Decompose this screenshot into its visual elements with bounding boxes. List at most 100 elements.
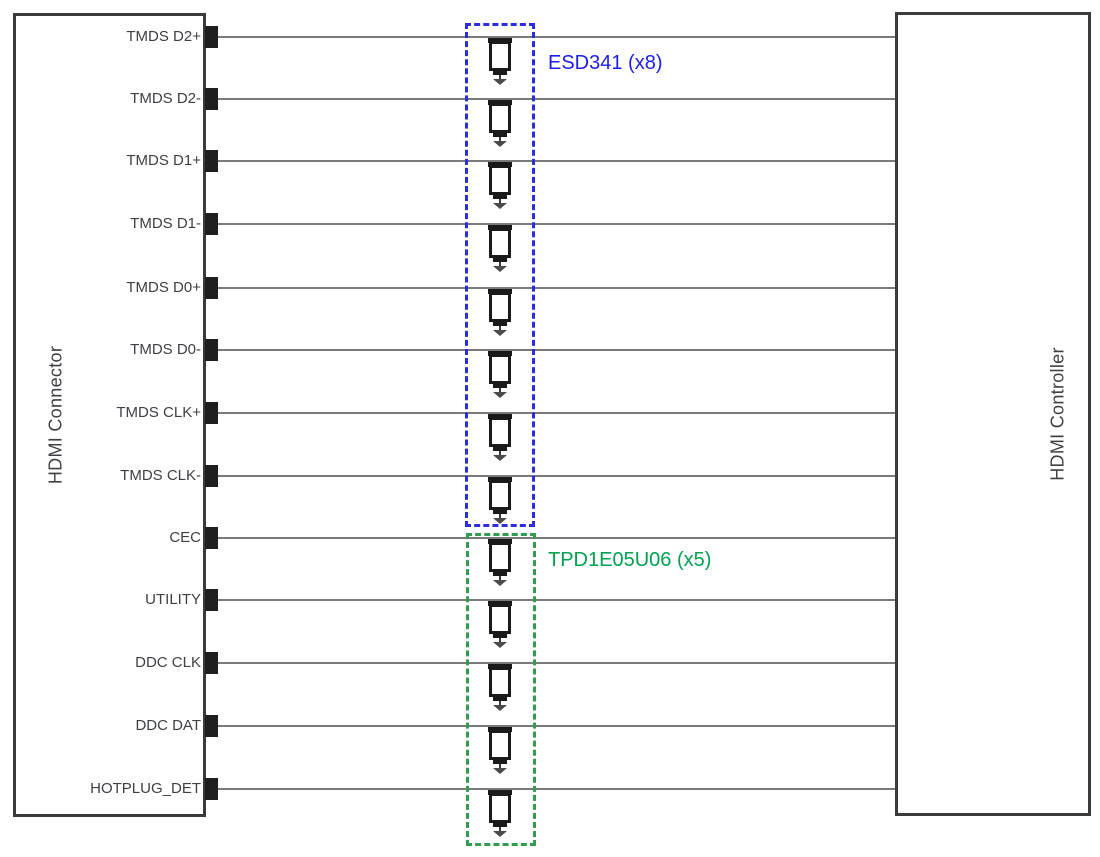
signal-wire [218, 788, 895, 790]
signal-wire [218, 349, 895, 351]
signal-wire [218, 412, 895, 414]
device-body [489, 417, 511, 447]
device-cap [488, 477, 512, 482]
pin-stub [205, 652, 218, 674]
ground-stub [499, 326, 501, 330]
ground-stub [499, 388, 501, 392]
signal-wire [218, 662, 895, 664]
device-bottom-bar [493, 447, 507, 451]
device-cap [488, 539, 512, 544]
esd341-group-box [465, 23, 535, 527]
hdmi-controller-block: HDMI Controller [895, 12, 1091, 816]
device-bottom-bar [493, 572, 507, 576]
device-body [489, 292, 511, 322]
pin-stub [205, 150, 218, 172]
device-cap [488, 289, 512, 294]
signal-wire [218, 599, 895, 601]
pin-label: TMDS D1+ [126, 152, 201, 169]
pin-label: TMDS CLK- [120, 467, 201, 484]
device-bottom-bar [493, 195, 507, 199]
device-body [489, 103, 511, 133]
ground-stub [499, 576, 501, 580]
tpd1e05u06-group-label: TPD1E05U06 (x5) [548, 549, 712, 571]
esd-protection-device [487, 600, 513, 650]
device-cap [488, 664, 512, 669]
pin-stub [205, 277, 218, 299]
pin-label: DDC CLK [135, 654, 201, 671]
ground-stub [499, 75, 501, 79]
ground-icon [493, 141, 507, 147]
ground-stub [499, 137, 501, 141]
ground-stub [499, 701, 501, 705]
esd-protection-device [487, 538, 513, 588]
ground-icon [493, 203, 507, 209]
ground-icon [493, 518, 507, 524]
device-body [489, 354, 511, 384]
device-body [489, 542, 511, 572]
pin-stub [205, 778, 218, 800]
esd-protection-device [487, 789, 513, 839]
device-cap [488, 225, 512, 230]
signal-wire [218, 537, 895, 539]
esd-protection-device [487, 288, 513, 338]
esd341-group-label: ESD341 (x8) [548, 52, 663, 74]
ground-stub [499, 827, 501, 831]
signal-wire [218, 725, 895, 727]
ground-stub [499, 262, 501, 266]
pin-label: TMDS D0- [130, 341, 201, 358]
pin-label: TMDS D1- [130, 215, 201, 232]
device-bottom-bar [493, 384, 507, 388]
device-body [489, 41, 511, 71]
signal-wire [218, 36, 895, 38]
device-cap [488, 351, 512, 356]
pin-stub [205, 402, 218, 424]
esd-protection-device [487, 37, 513, 87]
device-body [489, 604, 511, 634]
pin-stub [205, 213, 218, 235]
ground-stub [499, 199, 501, 203]
device-body [489, 730, 511, 760]
device-body [489, 228, 511, 258]
device-cap [488, 414, 512, 419]
ground-icon [493, 392, 507, 398]
device-cap [488, 162, 512, 167]
hdmi-connector-block: HDMI Connector [13, 13, 206, 817]
ground-icon [493, 330, 507, 336]
pin-stub [205, 589, 218, 611]
ground-icon [493, 580, 507, 586]
tpd1e05u06-group-box [466, 533, 536, 846]
esd-protection-device [487, 663, 513, 713]
ground-icon [493, 642, 507, 648]
esd-protection-device [487, 350, 513, 400]
pin-stub [205, 527, 218, 549]
esd-protection-device [487, 161, 513, 211]
ground-stub [499, 514, 501, 518]
esd-protection-device [487, 224, 513, 274]
hdmi-controller-title: HDMI Controller [1047, 347, 1068, 481]
device-body [489, 165, 511, 195]
device-cap [488, 790, 512, 795]
ground-icon [493, 705, 507, 711]
pin-stub [205, 26, 218, 48]
device-bottom-bar [493, 634, 507, 638]
device-body [489, 480, 511, 510]
ground-icon [493, 79, 507, 85]
ground-stub [499, 638, 501, 642]
signal-wire [218, 98, 895, 100]
esd-protection-device [487, 476, 513, 526]
pin-label: CEC [169, 529, 201, 546]
signal-wire [218, 160, 895, 162]
pin-label: TMDS D2- [130, 90, 201, 107]
signal-wire [218, 223, 895, 225]
pin-stub [205, 715, 218, 737]
device-cap [488, 601, 512, 606]
pin-stub [205, 339, 218, 361]
ground-icon [493, 266, 507, 272]
device-bottom-bar [493, 760, 507, 764]
device-bottom-bar [493, 322, 507, 326]
esd-protection-device [487, 413, 513, 463]
device-cap [488, 100, 512, 105]
signal-wire [218, 287, 895, 289]
pin-stub [205, 88, 218, 110]
